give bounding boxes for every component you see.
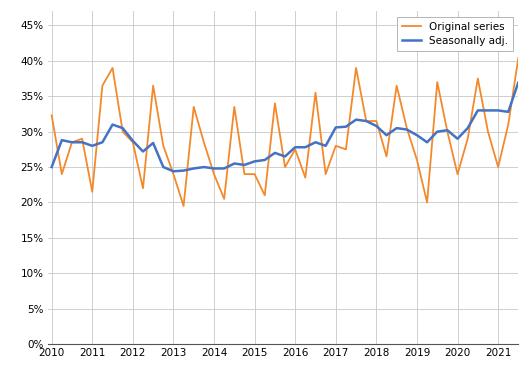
Seasonally adj. — [384, 133, 390, 138]
Seasonally adj. — [261, 158, 268, 162]
Seasonally adj. — [525, 80, 529, 84]
Original series — [231, 105, 238, 109]
Original series — [261, 193, 268, 198]
Seasonally adj. — [312, 140, 318, 144]
Seasonally adj. — [515, 80, 522, 84]
Original series — [49, 113, 55, 118]
Original series — [353, 66, 359, 70]
Seasonally adj. — [414, 133, 420, 138]
Original series — [69, 140, 75, 144]
Seasonally adj. — [190, 166, 197, 171]
Seasonally adj. — [211, 166, 217, 171]
Original series — [221, 197, 227, 201]
Seasonally adj. — [231, 161, 238, 166]
Line: Original series: Original series — [52, 54, 528, 206]
Original series — [120, 129, 126, 134]
Original series — [282, 165, 288, 169]
Original series — [414, 158, 420, 162]
Original series — [170, 172, 177, 177]
Original series — [323, 172, 329, 177]
Original series — [495, 165, 501, 169]
Original series — [140, 186, 146, 191]
Original series — [454, 172, 461, 177]
Seasonally adj. — [49, 165, 55, 169]
Original series — [343, 147, 349, 152]
Seasonally adj. — [99, 140, 106, 144]
Seasonally adj. — [120, 126, 126, 130]
Seasonally adj. — [373, 124, 379, 128]
Seasonally adj. — [79, 140, 85, 144]
Original series — [444, 129, 451, 134]
Original series — [241, 172, 248, 177]
Line: Seasonally adj.: Seasonally adj. — [52, 82, 528, 171]
Seasonally adj. — [130, 139, 136, 143]
Original series — [110, 66, 116, 70]
Original series — [272, 101, 278, 105]
Original series — [394, 84, 400, 88]
Seasonally adj. — [343, 124, 349, 129]
Original series — [475, 76, 481, 81]
Seasonally adj. — [424, 140, 430, 144]
Original series — [424, 200, 430, 205]
Seasonally adj. — [110, 122, 116, 127]
Original series — [292, 147, 298, 152]
Original series — [384, 154, 390, 159]
Original series — [333, 144, 339, 148]
Original series — [363, 119, 369, 123]
Seasonally adj. — [464, 126, 471, 130]
Original series — [180, 204, 187, 208]
Seasonally adj. — [485, 108, 491, 113]
Original series — [525, 51, 529, 56]
Seasonally adj. — [160, 165, 167, 169]
Original series — [79, 136, 85, 141]
Original series — [59, 172, 65, 177]
Seasonally adj. — [89, 144, 95, 148]
Seasonally adj. — [282, 154, 288, 159]
Seasonally adj. — [200, 165, 207, 169]
Original series — [485, 129, 491, 134]
Original series — [464, 136, 471, 141]
Original series — [515, 55, 522, 60]
Seasonally adj. — [251, 159, 258, 164]
Seasonally adj. — [170, 169, 177, 174]
Seasonally adj. — [292, 145, 298, 149]
Seasonally adj. — [150, 141, 156, 145]
Legend: Original series, Seasonally adj.: Original series, Seasonally adj. — [397, 17, 513, 51]
Original series — [200, 140, 207, 144]
Seasonally adj. — [454, 136, 461, 141]
Seasonally adj. — [434, 129, 441, 134]
Original series — [160, 144, 167, 148]
Original series — [190, 105, 197, 109]
Original series — [99, 84, 106, 88]
Seasonally adj. — [221, 166, 227, 171]
Original series — [211, 172, 217, 177]
Seasonally adj. — [404, 127, 410, 132]
Seasonally adj. — [69, 140, 75, 144]
Original series — [434, 80, 441, 84]
Original series — [251, 172, 258, 177]
Original series — [404, 126, 410, 130]
Seasonally adj. — [140, 149, 146, 154]
Seasonally adj. — [475, 108, 481, 113]
Original series — [373, 119, 379, 123]
Original series — [130, 140, 136, 144]
Seasonally adj. — [333, 125, 339, 130]
Seasonally adj. — [302, 145, 308, 149]
Seasonally adj. — [241, 163, 248, 167]
Original series — [150, 84, 156, 88]
Original series — [89, 189, 95, 194]
Seasonally adj. — [495, 108, 501, 113]
Seasonally adj. — [180, 168, 187, 173]
Seasonally adj. — [323, 144, 329, 148]
Seasonally adj. — [394, 126, 400, 130]
Seasonally adj. — [59, 138, 65, 143]
Original series — [302, 175, 308, 180]
Seasonally adj. — [444, 128, 451, 133]
Seasonally adj. — [272, 150, 278, 155]
Original series — [312, 90, 318, 95]
Seasonally adj. — [505, 110, 512, 114]
Original series — [505, 122, 512, 127]
Seasonally adj. — [363, 119, 369, 123]
Seasonally adj. — [353, 117, 359, 122]
